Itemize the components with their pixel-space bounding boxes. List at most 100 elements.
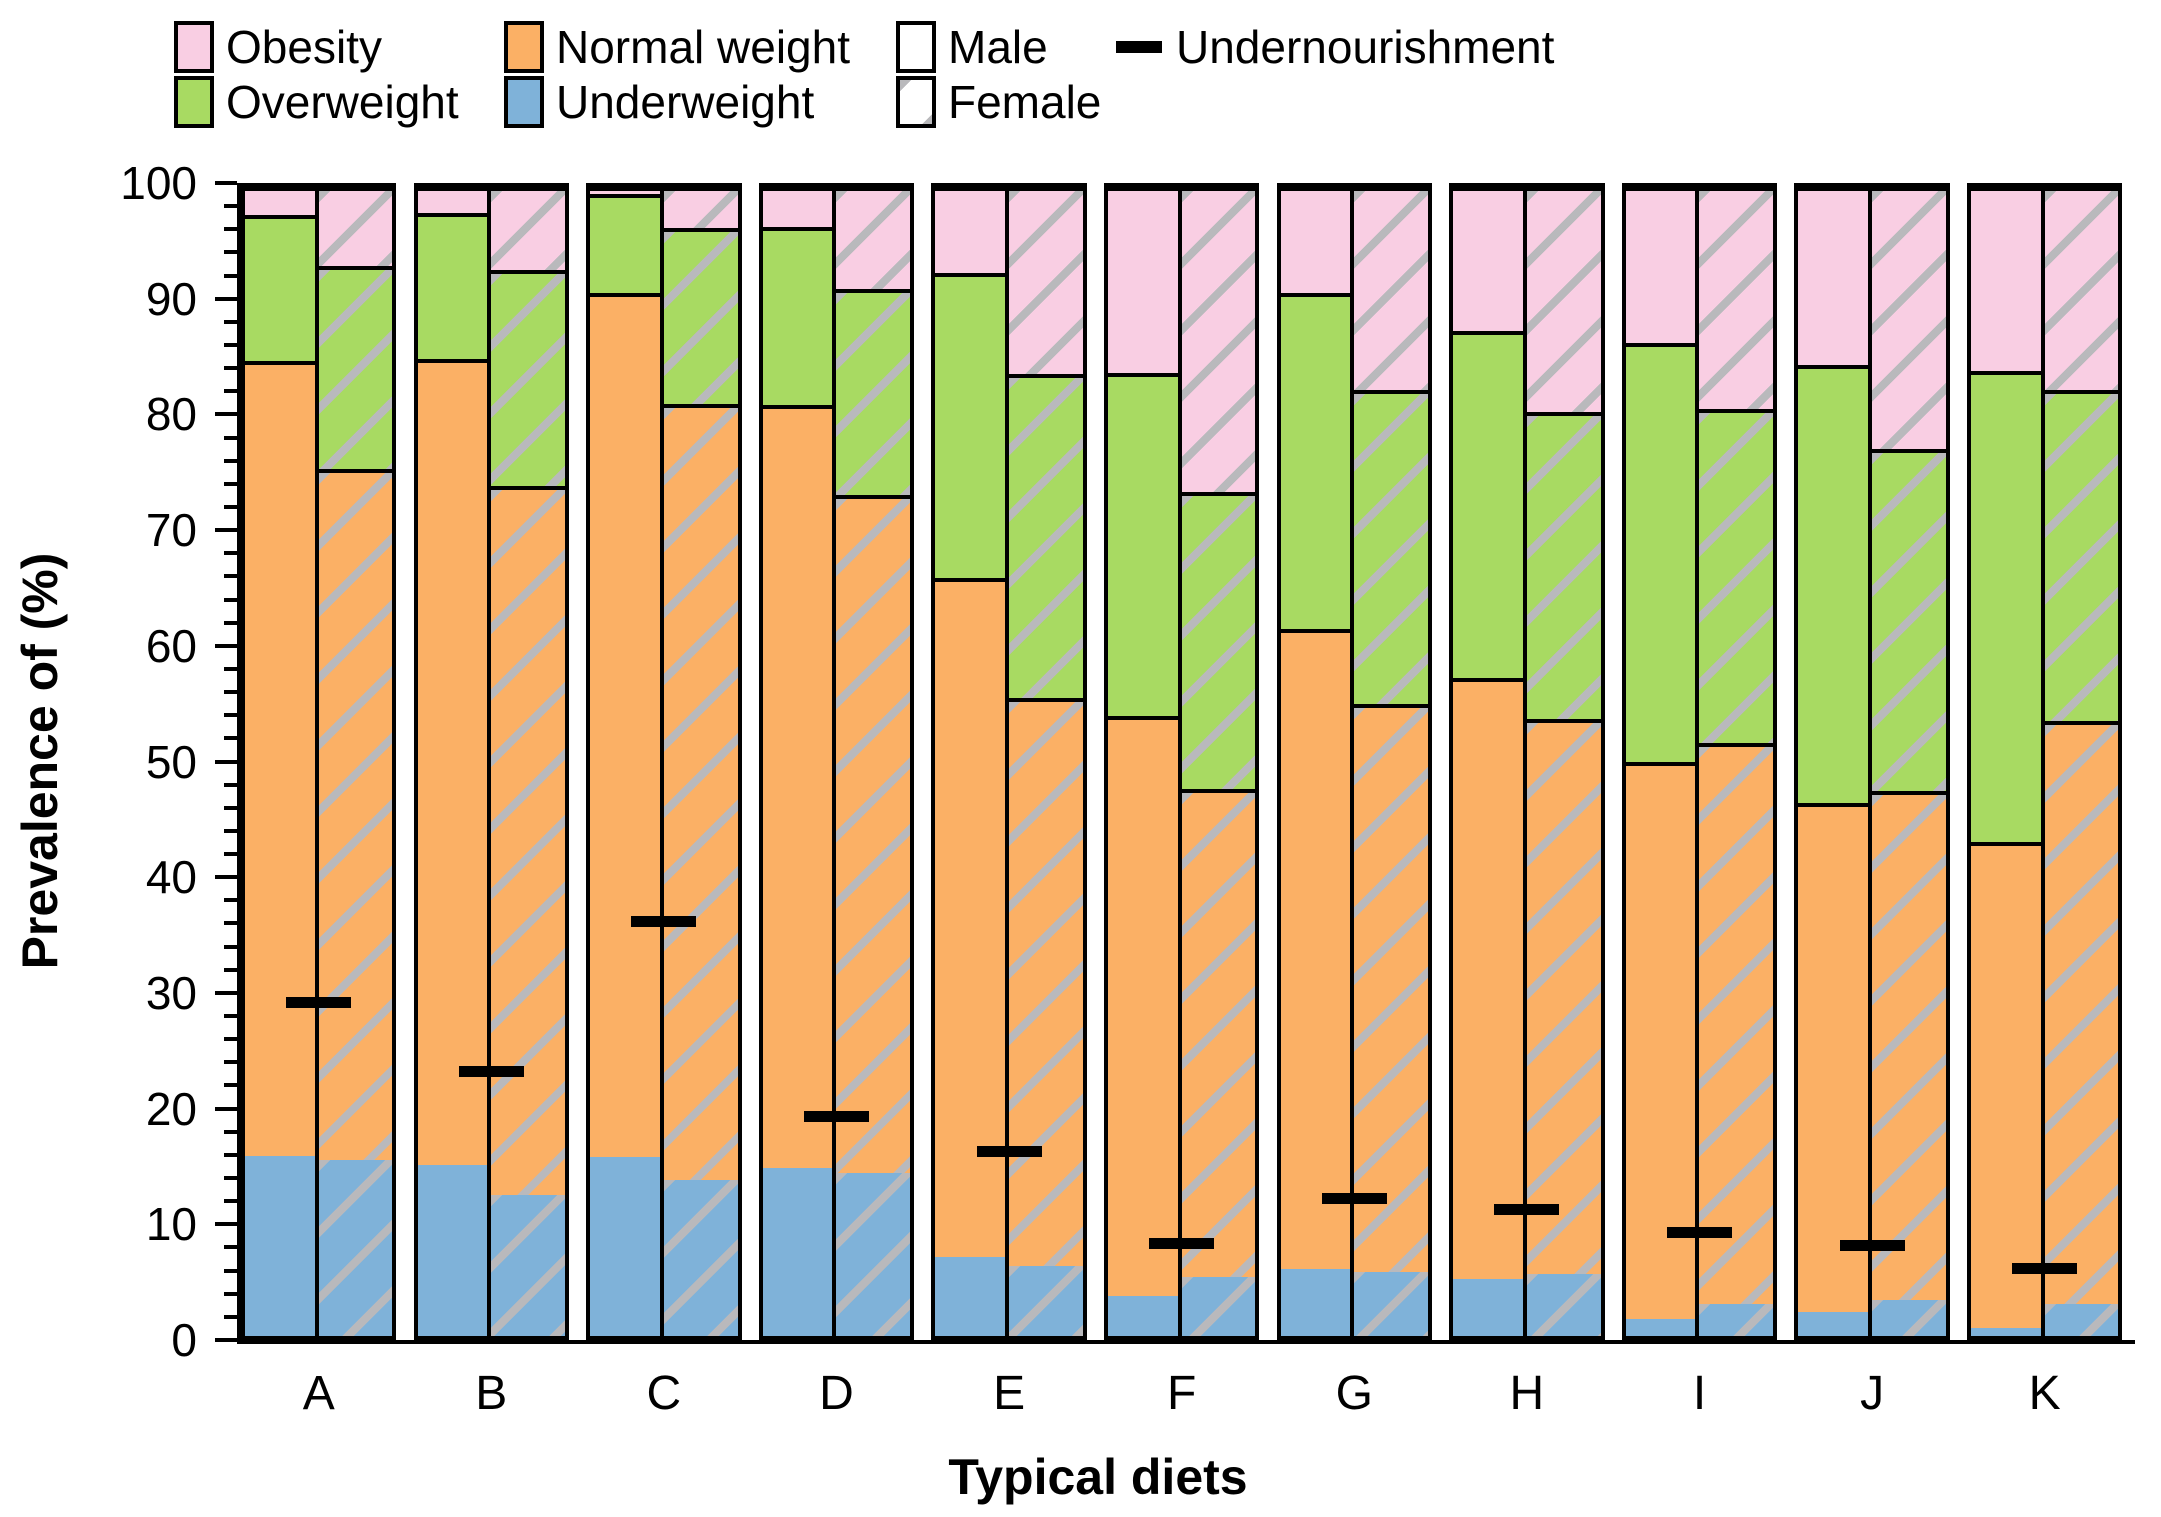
y-axis-minor-tick xyxy=(224,1268,237,1273)
segment-underweight-B-female xyxy=(491,1194,565,1336)
undernourishment-marker-D xyxy=(804,1111,869,1123)
bar-K-female xyxy=(2044,183,2123,1340)
segment-underweight-A-female xyxy=(318,1160,393,1336)
segment-underweight-C-female xyxy=(663,1179,738,1336)
y-axis-minor-tick xyxy=(224,574,237,579)
undernourishment-marker-K xyxy=(2012,1262,2078,1274)
category-label-B: B xyxy=(475,1367,508,1420)
segment-underweight-H-male xyxy=(1453,1278,1523,1336)
segment-underweight-I-male xyxy=(1625,1318,1696,1336)
segment-overweight-K-male xyxy=(1971,370,2041,842)
segment-overweight-A-female xyxy=(318,266,393,469)
y-axis-minor-tick xyxy=(224,227,237,232)
segment-obesity-E-female xyxy=(1009,187,1083,375)
segment-overweight-E-female xyxy=(1009,374,1083,699)
segment-overweight-D-male xyxy=(762,227,833,406)
y-axis-minor-tick xyxy=(224,597,237,602)
segment-normal_weight-D-female xyxy=(836,494,911,1173)
y-axis-minor-tick xyxy=(224,805,237,810)
segment-underweight-J-female xyxy=(1872,1300,1946,1336)
bar-group-E xyxy=(931,183,1087,1340)
bar-E-female xyxy=(1009,183,1087,1340)
legend-item-normal_weight: Normal weight xyxy=(504,20,850,74)
bar-group-K xyxy=(1967,183,2123,1340)
segment-underweight-H-female xyxy=(1526,1273,1601,1336)
y-axis-minor-tick xyxy=(224,620,237,625)
category-label-K: K xyxy=(2028,1367,2061,1420)
segment-obesity-A-male xyxy=(245,187,315,215)
segment-obesity-J-male xyxy=(1798,187,1869,366)
segment-overweight-B-male xyxy=(417,213,488,360)
legend-item-undernourishment: Undernourishment xyxy=(1116,20,1554,74)
legend-item-underweight: Underweight xyxy=(504,75,814,129)
segment-normal_weight-E-male xyxy=(935,577,1006,1257)
bar-group-F xyxy=(1104,183,1260,1340)
y-axis-tick-label: 70 xyxy=(145,504,197,557)
segment-obesity-A-female xyxy=(318,187,393,267)
segment-obesity-B-female xyxy=(491,187,565,270)
y-axis-minor-tick xyxy=(224,342,237,347)
segment-normal_weight-D-male xyxy=(762,405,833,1169)
y-axis-major-tick xyxy=(215,990,237,995)
segment-obesity-G-female xyxy=(1354,187,1428,391)
bar-J-male xyxy=(1794,183,1873,1340)
category-label-E: E xyxy=(993,1367,1026,1420)
y-axis-minor-tick xyxy=(224,690,237,695)
category-label-F: F xyxy=(1167,1367,1197,1420)
legend-swatch-obesity xyxy=(174,21,214,73)
segment-normal_weight-E-female xyxy=(1009,698,1083,1266)
segment-normal_weight-G-female xyxy=(1354,704,1428,1272)
segment-underweight-F-female xyxy=(1181,1277,1256,1336)
y-axis-tick-label: 0 xyxy=(171,1314,197,1366)
bar-H-female xyxy=(1526,183,1605,1340)
undernourishment-marker-G xyxy=(1321,1193,1387,1205)
undernourishment-marker-E xyxy=(976,1145,1042,1157)
segment-underweight-G-female xyxy=(1354,1271,1428,1336)
bar-group-J xyxy=(1794,183,1950,1340)
undernourishment-dash-icon xyxy=(1116,41,1162,53)
y-axis-major-tick xyxy=(215,296,237,301)
bar-D-male xyxy=(758,183,837,1340)
segment-obesity-C-female xyxy=(663,187,738,229)
segment-overweight-J-female xyxy=(1872,449,1946,792)
bar-group-I xyxy=(1621,183,1778,1340)
segment-underweight-E-female xyxy=(1009,1265,1083,1336)
segment-obesity-H-female xyxy=(1526,187,1601,413)
bar-C-female xyxy=(663,183,742,1340)
segment-overweight-H-male xyxy=(1453,330,1523,678)
bar-group-H xyxy=(1449,183,1605,1340)
segment-normal_weight-K-female xyxy=(2044,721,2119,1304)
category-label-C: C xyxy=(646,1367,682,1420)
segment-underweight-E-male xyxy=(935,1256,1006,1336)
segment-overweight-I-female xyxy=(1699,408,1774,744)
bar-G-male xyxy=(1276,183,1355,1340)
segment-overweight-C-male xyxy=(590,193,660,293)
y-axis-minor-tick xyxy=(224,1291,237,1296)
segment-obesity-F-female xyxy=(1181,187,1256,492)
segment-obesity-K-male xyxy=(1971,187,2041,371)
bar-E-male xyxy=(931,183,1010,1340)
y-axis-minor-tick xyxy=(224,551,237,556)
segment-underweight-J-male xyxy=(1798,1311,1869,1336)
bar-A-male xyxy=(241,183,319,1340)
bar-I-female xyxy=(1699,183,1778,1340)
y-axis-minor-tick xyxy=(224,435,237,440)
bar-H-male xyxy=(1449,183,1527,1340)
y-axis-minor-tick xyxy=(224,666,237,671)
y-axis-minor-tick xyxy=(224,1014,237,1019)
bar-C-male xyxy=(586,183,664,1340)
segment-normal_weight-B-male xyxy=(417,359,488,1165)
segment-obesity-D-female xyxy=(836,187,911,290)
y-axis-major-tick xyxy=(215,528,237,533)
segment-obesity-K-female xyxy=(2044,187,2119,391)
segment-obesity-B-male xyxy=(417,187,488,214)
segment-obesity-F-male xyxy=(1108,187,1178,374)
legend-item-obesity: Obesity xyxy=(174,20,382,74)
segment-normal_weight-C-male xyxy=(590,292,660,1157)
segment-overweight-E-male xyxy=(935,273,1006,578)
y-axis-major-tick xyxy=(215,759,237,764)
y-axis-minor-tick xyxy=(224,852,237,857)
y-axis-tick-label: 30 xyxy=(145,966,197,1019)
legend-swatch-normal_weight xyxy=(504,21,544,73)
